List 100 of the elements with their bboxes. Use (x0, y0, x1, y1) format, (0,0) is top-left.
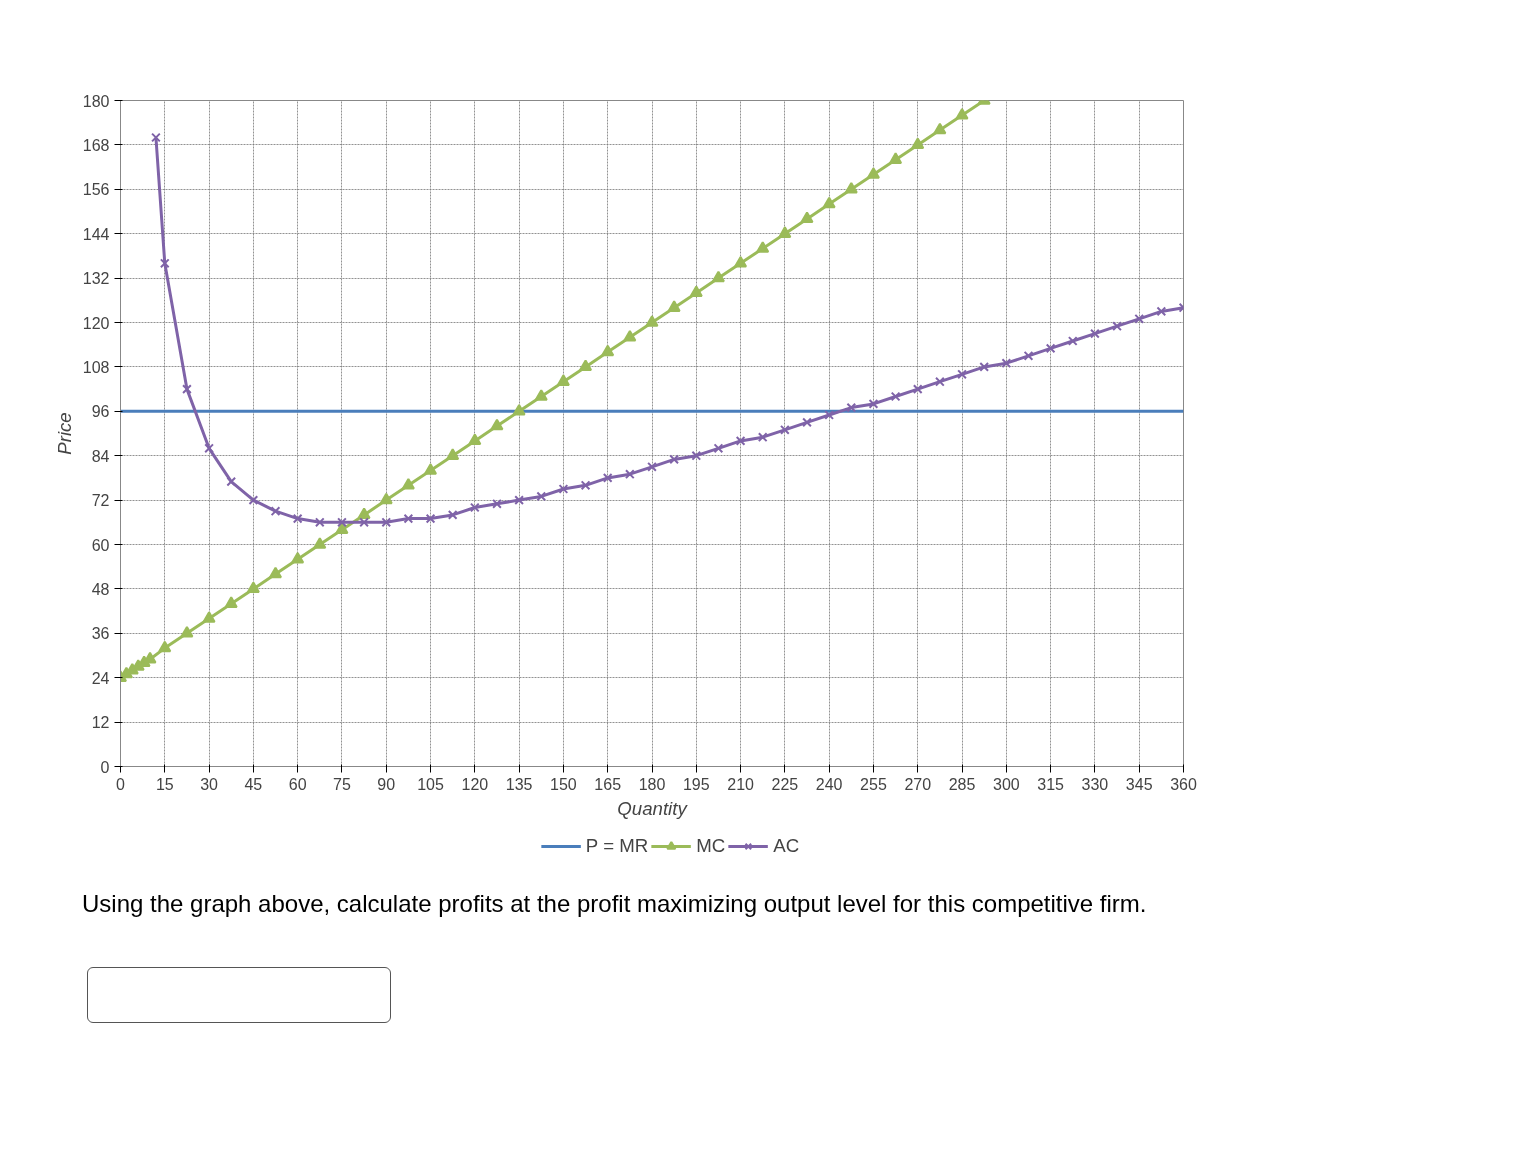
y-tick-label: 84 (91, 447, 110, 465)
point (822, 196, 836, 209)
legend-label: MC (696, 835, 726, 857)
point (955, 107, 969, 120)
y-tick-label: 156 (82, 181, 110, 199)
point (1001, 358, 1012, 369)
x-tick-label: 195 (682, 775, 710, 793)
x-tick-label: 345 (1125, 775, 1153, 793)
x-tick-label: 240 (815, 775, 843, 793)
point (512, 403, 526, 416)
point (889, 152, 903, 164)
point (204, 443, 214, 454)
x-tick-label: 180 (638, 775, 666, 793)
point (1045, 343, 1056, 354)
legend-label: AC (773, 835, 800, 857)
point (756, 241, 770, 253)
point (957, 369, 967, 380)
point (1134, 313, 1145, 324)
point (1067, 336, 1078, 346)
x-tick-label: 315 (1037, 775, 1065, 793)
point (689, 285, 703, 298)
point (800, 211, 814, 224)
point (1112, 321, 1122, 332)
point (401, 477, 415, 490)
point (933, 122, 947, 135)
point (868, 399, 879, 409)
x-tick-label: 120 (461, 775, 489, 793)
y-tick-label: 132 (82, 270, 110, 288)
point (313, 537, 327, 549)
point (580, 480, 591, 491)
y-tick-label: 36 (91, 625, 110, 643)
point (779, 424, 790, 435)
point (1156, 306, 1167, 317)
point (645, 315, 659, 327)
x-tick-label: 210 (727, 775, 755, 793)
point (357, 507, 371, 520)
point (469, 502, 480, 513)
x-tick-label: 45 (244, 775, 263, 793)
point (667, 300, 681, 312)
point (778, 226, 792, 238)
x-axis-title: Quantity (617, 797, 689, 819)
point (159, 258, 170, 269)
point (202, 611, 216, 623)
x-tick-label: 255 (860, 775, 887, 793)
y-tick-label: 168 (82, 136, 110, 154)
x-tick-label: 0 (116, 775, 126, 793)
point (151, 132, 161, 143)
point (669, 454, 680, 465)
point (514, 495, 525, 505)
point (158, 640, 172, 653)
y-tick-label: 12 (91, 714, 110, 732)
x-tick-label: 360 (1170, 775, 1197, 793)
point (335, 522, 349, 534)
point (647, 461, 657, 472)
point (224, 596, 238, 608)
point (579, 359, 593, 372)
point (735, 436, 746, 446)
point (381, 517, 392, 528)
point (601, 344, 615, 357)
point (912, 384, 923, 394)
y-tick-label: 0 (100, 758, 110, 776)
point (492, 498, 502, 509)
point (447, 510, 458, 520)
point (911, 137, 925, 150)
x-tick-label: 60 (288, 775, 307, 793)
point (757, 432, 768, 443)
point (269, 566, 283, 579)
point (890, 391, 901, 402)
point (536, 491, 547, 502)
point (844, 181, 858, 194)
x-tick-label: 135 (505, 775, 533, 793)
y-tick-label: 24 (91, 669, 110, 687)
x-tick-label: 300 (992, 775, 1020, 793)
y-tick-label: 120 (82, 314, 110, 332)
point (337, 517, 347, 528)
y-tick-label: 144 (82, 225, 110, 243)
x-tick-label: 285 (948, 775, 976, 793)
point (691, 450, 702, 461)
point (403, 513, 414, 524)
point (602, 473, 613, 483)
x-tick-label: 90 (377, 775, 396, 793)
y-tick-label: 48 (91, 580, 110, 598)
point (424, 463, 438, 475)
point (534, 389, 548, 401)
x-tick-label: 225 (771, 775, 799, 793)
x-tick-label: 75 (333, 775, 351, 793)
y-tick-label: 72 (91, 492, 110, 510)
point (846, 402, 857, 413)
y-tick-label: 108 (82, 358, 110, 376)
point (226, 476, 237, 487)
point (425, 513, 436, 524)
x-tick-label: 30 (200, 775, 219, 793)
x-tick-label: 270 (904, 775, 932, 793)
x-tick-label: 105 (417, 775, 444, 793)
point (624, 469, 635, 480)
point (248, 495, 259, 505)
point (935, 376, 945, 387)
y-axis-title: Price (53, 412, 75, 455)
point (802, 417, 812, 428)
point (468, 433, 482, 446)
